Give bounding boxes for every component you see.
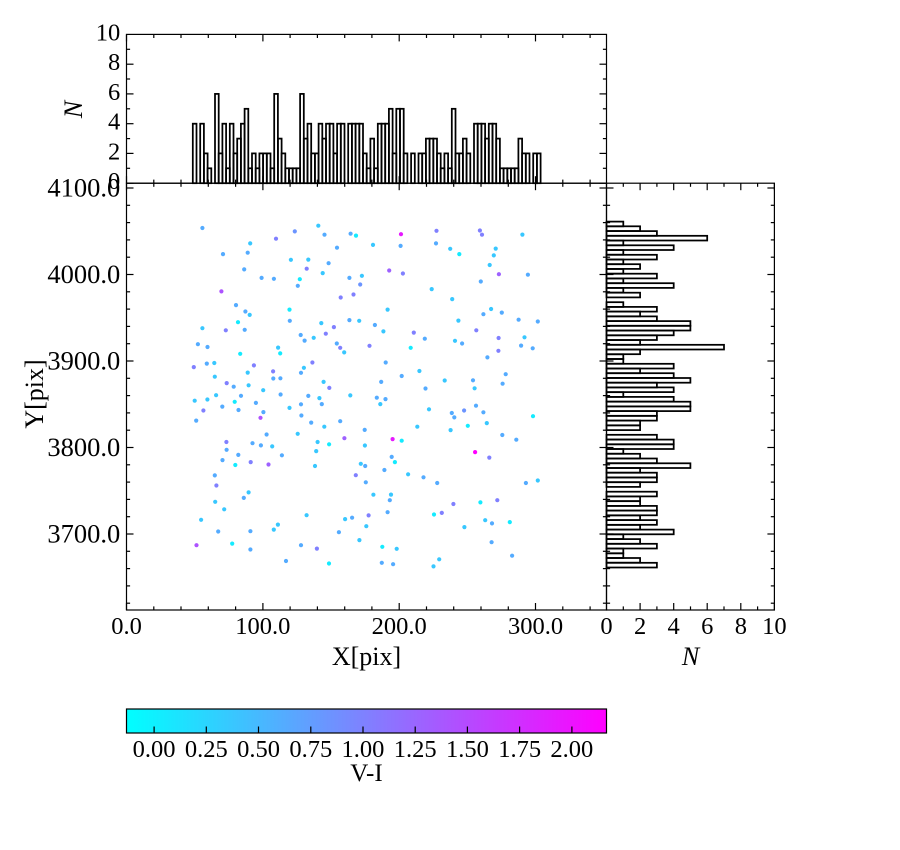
svg-text:2: 2 — [634, 613, 646, 640]
svg-text:0: 0 — [108, 168, 120, 195]
svg-text:0.00: 0.00 — [133, 736, 176, 763]
svg-text:6: 6 — [701, 613, 713, 640]
svg-text:N: N — [681, 642, 701, 671]
svg-text:1.25: 1.25 — [394, 736, 437, 763]
svg-text:2: 2 — [108, 138, 120, 165]
svg-text:100.0: 100.0 — [235, 613, 290, 640]
svg-text:3900.0: 3900.0 — [47, 346, 120, 376]
svg-text:0: 0 — [600, 613, 612, 640]
svg-text:10: 10 — [96, 19, 121, 46]
svg-text:V-I: V-I — [350, 760, 382, 787]
svg-text:N: N — [59, 99, 88, 119]
svg-text:300.0: 300.0 — [508, 613, 563, 640]
svg-text:4: 4 — [668, 613, 680, 640]
svg-text:0.0: 0.0 — [111, 613, 142, 640]
svg-text:6: 6 — [108, 79, 120, 106]
svg-text:0.75: 0.75 — [289, 736, 332, 763]
svg-text:4: 4 — [108, 109, 120, 136]
svg-text:1.75: 1.75 — [498, 736, 541, 763]
svg-text:3800.0: 3800.0 — [47, 432, 120, 462]
svg-text:3700.0: 3700.0 — [47, 519, 120, 549]
svg-text:0.25: 0.25 — [185, 736, 228, 763]
svg-text:4100.0: 4100.0 — [47, 173, 120, 203]
svg-text:X[pix]: X[pix] — [332, 642, 401, 671]
svg-text:8: 8 — [108, 49, 120, 76]
svg-text:8: 8 — [735, 613, 747, 640]
svg-text:1.50: 1.50 — [446, 736, 489, 763]
svg-text:1.00: 1.00 — [342, 736, 385, 763]
svg-text:10: 10 — [762, 613, 787, 640]
svg-text:200.0: 200.0 — [372, 613, 427, 640]
svg-text:0.50: 0.50 — [237, 736, 280, 763]
svg-text:Y[pix]: Y[pix] — [20, 359, 49, 428]
svg-text:2.00: 2.00 — [550, 736, 593, 763]
svg-text:4000.0: 4000.0 — [47, 259, 120, 289]
